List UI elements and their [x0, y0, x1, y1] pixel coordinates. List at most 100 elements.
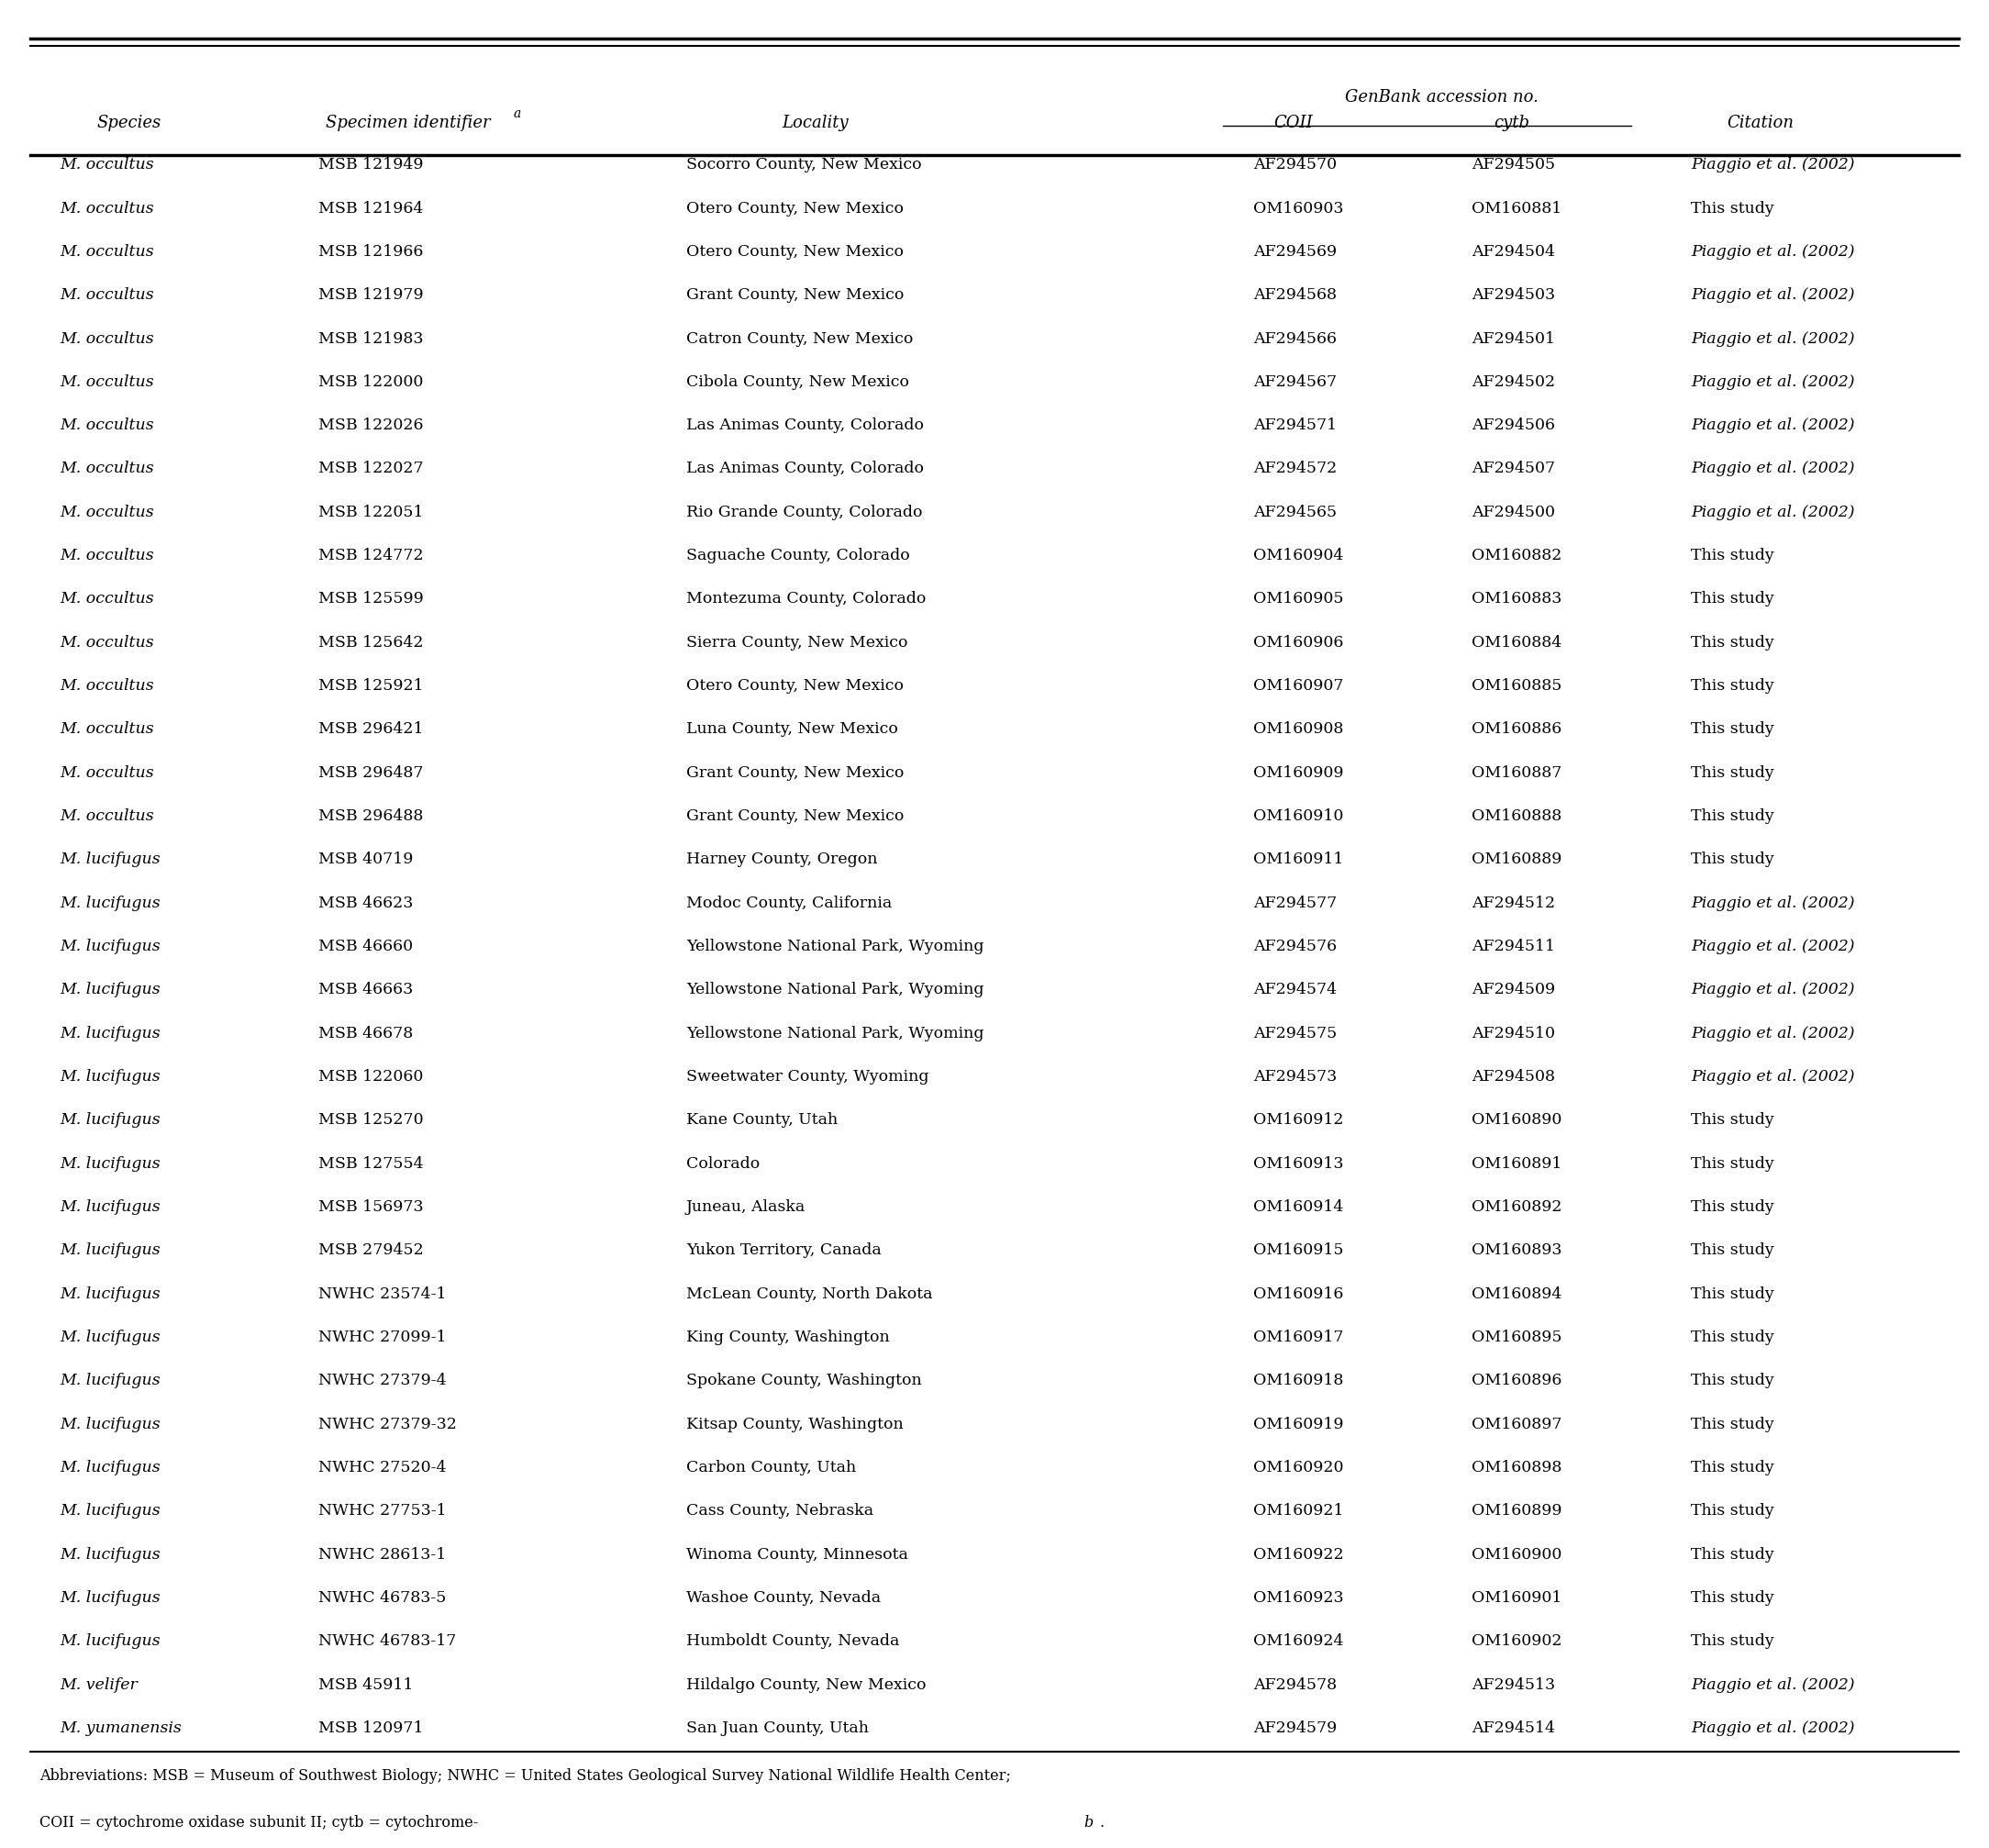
Text: Piaggio et al. (2002): Piaggio et al. (2002): [1691, 505, 1854, 519]
Text: Yellowstone National Park, Wyoming: Yellowstone National Park, Wyoming: [686, 1026, 985, 1040]
Text: OM160895: OM160895: [1472, 1329, 1561, 1345]
Text: OM160888: OM160888: [1472, 809, 1561, 824]
Text: M. lucifugus: M. lucifugus: [60, 983, 161, 998]
Text: NWHC 28613-1: NWHC 28613-1: [318, 1547, 446, 1562]
Text: OM160887: OM160887: [1472, 765, 1561, 780]
Text: AF294568: AF294568: [1253, 286, 1337, 303]
Text: MSB 46660: MSB 46660: [318, 939, 414, 954]
Text: Sweetwater County, Wyoming: Sweetwater County, Wyoming: [686, 1068, 929, 1085]
Text: MSB 156973: MSB 156973: [318, 1199, 424, 1214]
Text: Yellowstone National Park, Wyoming: Yellowstone National Park, Wyoming: [686, 983, 985, 998]
Text: OM160907: OM160907: [1253, 678, 1343, 693]
Text: Yukon Territory, Canada: Yukon Territory, Canada: [686, 1242, 881, 1258]
Text: M. lucifugus: M. lucifugus: [60, 1373, 161, 1388]
Text: AF294511: AF294511: [1472, 939, 1555, 954]
Text: AF294566: AF294566: [1253, 331, 1337, 346]
Text: M. lucifugus: M. lucifugus: [60, 1068, 161, 1085]
Text: AF294567: AF294567: [1253, 373, 1337, 390]
Text: OM160890: OM160890: [1472, 1112, 1561, 1127]
Text: Piaggio et al. (2002): Piaggio et al. (2002): [1691, 331, 1854, 346]
Text: OM160893: OM160893: [1472, 1242, 1561, 1258]
Text: This study: This study: [1691, 1547, 1774, 1562]
Text: M. lucifugus: M. lucifugus: [60, 939, 161, 954]
Text: Species: Species: [97, 115, 161, 131]
Text: M. lucifugus: M. lucifugus: [60, 1416, 161, 1432]
Text: M. occultus: M. occultus: [60, 460, 153, 477]
Text: Las Animas County, Colorado: Las Animas County, Colorado: [686, 460, 923, 477]
Text: San Juan County, Utah: San Juan County, Utah: [686, 1720, 869, 1735]
Text: M. lucifugus: M. lucifugus: [60, 1112, 161, 1127]
Text: Modoc County, California: Modoc County, California: [686, 894, 891, 911]
Text: COII = cytochrome oxidase subunit II; cytb = cytochrome-: COII = cytochrome oxidase subunit II; cy…: [40, 1815, 479, 1830]
Text: GenBank accession no.: GenBank accession no.: [1345, 89, 1539, 105]
Text: Specimen identifier: Specimen identifier: [326, 115, 489, 131]
Text: AF294570: AF294570: [1253, 157, 1337, 172]
Text: OM160900: OM160900: [1472, 1547, 1561, 1562]
Text: MSB 296487: MSB 296487: [318, 765, 424, 780]
Text: Spokane County, Washington: Spokane County, Washington: [686, 1373, 921, 1388]
Text: OM160909: OM160909: [1253, 765, 1343, 780]
Text: OM160881: OM160881: [1472, 200, 1561, 216]
Text: AF294507: AF294507: [1472, 460, 1555, 477]
Text: M. occultus: M. occultus: [60, 200, 153, 216]
Text: AF294573: AF294573: [1253, 1068, 1337, 1085]
Text: M. lucifugus: M. lucifugus: [60, 1286, 161, 1301]
Text: Juneau, Alaska: Juneau, Alaska: [686, 1199, 806, 1214]
Text: AF294579: AF294579: [1253, 1720, 1337, 1735]
Text: AF294501: AF294501: [1472, 331, 1555, 346]
Text: Cass County, Nebraska: Cass County, Nebraska: [686, 1504, 873, 1519]
Text: AF294506: AF294506: [1472, 418, 1555, 432]
Text: MSB 122026: MSB 122026: [318, 418, 424, 432]
Text: OM160903: OM160903: [1253, 200, 1343, 216]
Text: MSB 46623: MSB 46623: [318, 894, 414, 911]
Text: OM160910: OM160910: [1253, 809, 1343, 824]
Text: Piaggio et al. (2002): Piaggio et al. (2002): [1691, 1068, 1854, 1085]
Text: M. lucifugus: M. lucifugus: [60, 894, 161, 911]
Text: OM160916: OM160916: [1253, 1286, 1343, 1301]
Text: AF294502: AF294502: [1472, 373, 1555, 390]
Text: OM160882: OM160882: [1472, 549, 1561, 564]
Text: AF294514: AF294514: [1472, 1720, 1555, 1735]
Text: Yellowstone National Park, Wyoming: Yellowstone National Park, Wyoming: [686, 939, 985, 954]
Text: Piaggio et al. (2002): Piaggio et al. (2002): [1691, 1678, 1854, 1693]
Text: OM160922: OM160922: [1253, 1547, 1343, 1562]
Text: Piaggio et al. (2002): Piaggio et al. (2002): [1691, 1026, 1854, 1040]
Text: Piaggio et al. (2002): Piaggio et al. (2002): [1691, 157, 1854, 172]
Text: OM160885: OM160885: [1472, 678, 1561, 693]
Text: Kitsap County, Washington: Kitsap County, Washington: [686, 1416, 903, 1432]
Text: This study: This study: [1691, 852, 1774, 867]
Text: AF294505: AF294505: [1472, 157, 1555, 172]
Text: Catron County, New Mexico: Catron County, New Mexico: [686, 331, 913, 346]
Text: MSB 122000: MSB 122000: [318, 373, 424, 390]
Text: NWHC 27520-4: NWHC 27520-4: [318, 1460, 446, 1475]
Text: AF294513: AF294513: [1472, 1678, 1555, 1693]
Text: MSB 120971: MSB 120971: [318, 1720, 424, 1735]
Text: NWHC 27379-32: NWHC 27379-32: [318, 1416, 457, 1432]
Text: Winoma County, Minnesota: Winoma County, Minnesota: [686, 1547, 909, 1562]
Text: NWHC 27753-1: NWHC 27753-1: [318, 1504, 446, 1519]
Text: This study: This study: [1691, 549, 1774, 564]
Text: M. occultus: M. occultus: [60, 244, 153, 259]
Text: AF294569: AF294569: [1253, 244, 1337, 259]
Text: Piaggio et al. (2002): Piaggio et al. (2002): [1691, 286, 1854, 303]
Text: OM160919: OM160919: [1253, 1416, 1343, 1432]
Text: This study: This study: [1691, 765, 1774, 780]
Text: MSB 125921: MSB 125921: [318, 678, 424, 693]
Text: M. occultus: M. occultus: [60, 331, 153, 346]
Text: AF294512: AF294512: [1472, 894, 1555, 911]
Text: Grant County, New Mexico: Grant County, New Mexico: [686, 809, 903, 824]
Text: Luna County, New Mexico: Luna County, New Mexico: [686, 721, 897, 737]
Text: Saguache County, Colorado: Saguache County, Colorado: [686, 549, 909, 564]
Text: M. lucifugus: M. lucifugus: [60, 1547, 161, 1562]
Text: Sierra County, New Mexico: Sierra County, New Mexico: [686, 634, 907, 650]
Text: OM160901: OM160901: [1472, 1589, 1561, 1606]
Text: OM160924: OM160924: [1253, 1634, 1343, 1648]
Text: Piaggio et al. (2002): Piaggio et al. (2002): [1691, 244, 1854, 259]
Text: AF294578: AF294578: [1253, 1678, 1337, 1693]
Text: OM160892: OM160892: [1472, 1199, 1561, 1214]
Text: OM160883: OM160883: [1472, 591, 1561, 606]
Text: MSB 46678: MSB 46678: [318, 1026, 414, 1040]
Text: AF294575: AF294575: [1253, 1026, 1337, 1040]
Text: King County, Washington: King County, Washington: [686, 1329, 889, 1345]
Text: Piaggio et al. (2002): Piaggio et al. (2002): [1691, 460, 1854, 477]
